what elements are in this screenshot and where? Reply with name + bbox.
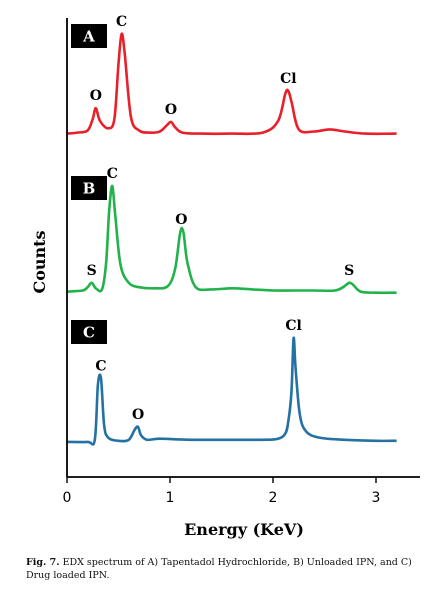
x-axis-ticks: 0 1 2 3 (63, 477, 381, 506)
figure-label: Fig. 7. (26, 557, 60, 568)
panel-label: A (82, 28, 95, 46)
x-tick-label: 1 (166, 490, 175, 506)
y-axis-title: Counts (30, 230, 49, 293)
peak-label: O (90, 88, 102, 104)
figure-caption-text: EDX spectrum of A) Tapentadol Hydrochlor… (26, 557, 412, 581)
peak-label: O (165, 102, 177, 118)
panel-label-box (71, 176, 107, 200)
peak-label: O (175, 212, 187, 228)
x-tick-label: 2 (269, 490, 278, 506)
panel-label: B (83, 180, 96, 198)
x-tick-label: 0 (63, 490, 72, 506)
figure-caption: Fig. 7. EDX spectrum of A) Tapentadol Hy… (26, 556, 432, 582)
panel-label: C (83, 324, 95, 342)
spectrum-line-a (66, 32, 397, 136)
panel-c: C Cl C O (66, 318, 397, 446)
peak-label: Cl (280, 71, 296, 87)
panel-label-box (71, 24, 107, 48)
peak-label: C (116, 14, 127, 30)
spectrum-line-b (66, 184, 397, 295)
peak-label: C (107, 166, 118, 182)
x-tick-label: 3 (372, 490, 381, 506)
panel-b: BC S O S (66, 166, 397, 295)
peak-label: S (87, 263, 97, 279)
peak-label: Cl (285, 318, 301, 334)
peak-label: O (132, 407, 144, 423)
peak-label: C (95, 358, 106, 374)
axes (66, 18, 420, 478)
spectrum-line-c (66, 336, 397, 446)
panel-label-box (71, 320, 107, 344)
panel-a: A C O O Cl (66, 14, 397, 136)
x-axis-title: Energy (KeV) (184, 520, 304, 539)
peak-label: S (344, 263, 354, 279)
